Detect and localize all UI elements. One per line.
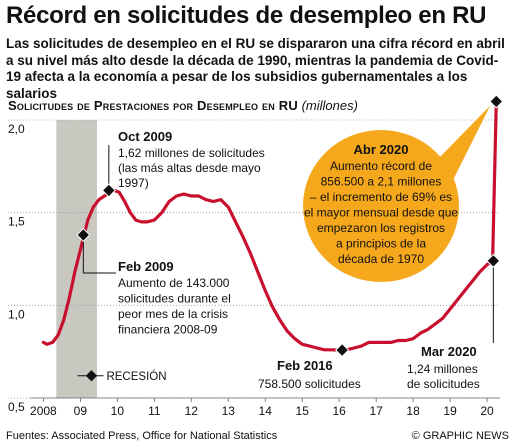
annotation-text: financiera 2008-09 bbox=[118, 323, 218, 337]
x-tick-label: 13 bbox=[222, 404, 236, 418]
annotation-text: de solicitudes bbox=[407, 377, 480, 391]
x-tick-label: 10 bbox=[111, 404, 125, 418]
annotation-text: empezaron los registros bbox=[317, 221, 445, 235]
y-tick-label: 1,5 bbox=[8, 215, 25, 229]
annotation-text: década de 1970 bbox=[338, 252, 424, 266]
point-marker bbox=[489, 94, 504, 109]
annotation-text: 758.500 solicitudes bbox=[258, 377, 361, 391]
chart-heading-text: Solicitudes de Prestaciones por Desemple… bbox=[8, 98, 298, 113]
x-tick-label: 09 bbox=[74, 404, 88, 418]
x-tick-label: 19 bbox=[443, 404, 457, 418]
annotation-text: 1997) bbox=[118, 176, 149, 190]
chart-heading: Solicitudes de Prestaciones por Desemple… bbox=[8, 98, 358, 113]
x-tick-label: 15 bbox=[296, 404, 310, 418]
annotation-heading: Feb 2016 bbox=[277, 358, 333, 373]
page-subtitle: Las solicitudes de desempleo en el RU se… bbox=[6, 36, 505, 101]
annotation-text: 856.500 a 2,1 millones bbox=[321, 175, 442, 189]
recession-label: RECESIÓN bbox=[106, 370, 166, 383]
x-tick-label: 20 bbox=[480, 404, 494, 418]
annotation-heading: Mar 2020 bbox=[421, 344, 477, 359]
x-tick-label: 11 bbox=[148, 404, 161, 418]
annotation-text: a principios de la bbox=[336, 237, 426, 251]
chart-unit: (millones) bbox=[301, 98, 358, 113]
annotation-text: solicitudes durante el bbox=[118, 292, 231, 306]
footer-credit: © GRAPHIC NEWS bbox=[411, 430, 509, 442]
y-tick-label: 2,0 bbox=[8, 122, 25, 136]
series-line bbox=[41, 99, 498, 352]
point-marker bbox=[335, 343, 350, 358]
footer-source: Fuentes: Associated Press, Office for Na… bbox=[6, 430, 278, 442]
x-tick-label: 17 bbox=[369, 404, 383, 418]
x-tick-label: 2008 bbox=[30, 404, 57, 418]
callout-tail bbox=[439, 105, 491, 184]
annotation-text: (las más altas desde mayo bbox=[118, 161, 261, 175]
y-tick-label: 0,5 bbox=[8, 400, 25, 414]
annotation-text: peor mes de la crisis bbox=[118, 307, 228, 321]
point-marker bbox=[486, 253, 501, 268]
x-tick-label: 12 bbox=[185, 404, 199, 418]
x-tick-label: 16 bbox=[332, 404, 346, 418]
callout-bubble bbox=[303, 130, 459, 282]
annotation-text: el mayor mensual desde que bbox=[304, 206, 458, 220]
annotation-text: Aumento de 143.000 bbox=[118, 276, 230, 290]
annotation-text: Aumento récord de bbox=[330, 159, 432, 173]
x-tick-label: 18 bbox=[406, 404, 420, 418]
annotation-heading: Oct 2009 bbox=[118, 129, 172, 144]
point-marker bbox=[76, 227, 91, 242]
annotation-text: 1,24 millones bbox=[407, 362, 478, 376]
annotation-text: – el incremento de 69% es bbox=[310, 190, 452, 204]
x-tick-label: 14 bbox=[259, 404, 273, 418]
y-tick-label: 1,0 bbox=[8, 307, 25, 321]
page-title: Récord en solicitudes de desempleo en RU bbox=[6, 2, 487, 29]
point-marker bbox=[101, 183, 116, 198]
annotation-leader bbox=[82, 234, 116, 274]
annotation-heading: Abr 2020 bbox=[354, 142, 409, 157]
annotation-text: 1,62 millones de solicitudes bbox=[118, 146, 265, 160]
annotation-heading: Feb 2009 bbox=[118, 259, 174, 274]
